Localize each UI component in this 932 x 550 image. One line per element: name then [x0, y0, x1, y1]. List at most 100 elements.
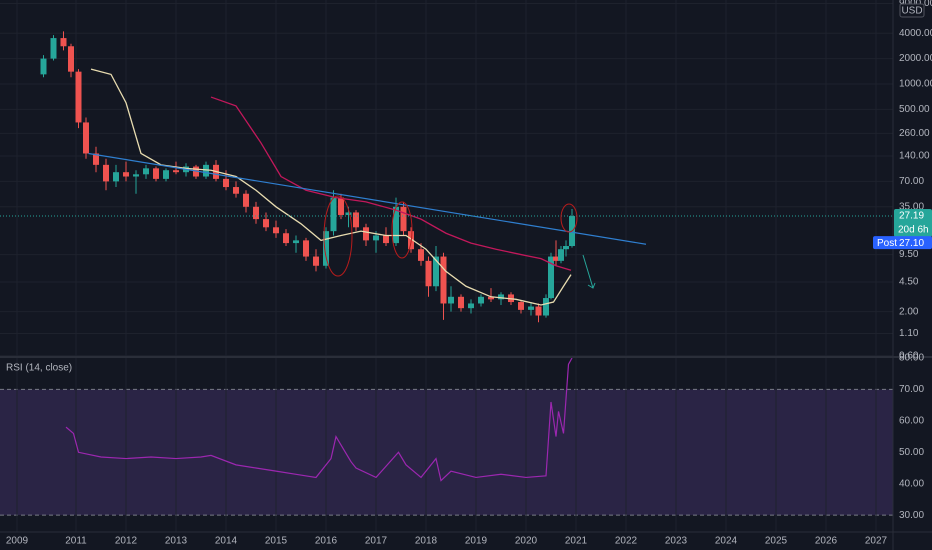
y-tick-label: 60.00: [899, 415, 924, 426]
y-tick-label: 4.50: [899, 277, 919, 288]
y-tick-label: 80.00: [899, 353, 924, 364]
last-price-label: 27.19: [899, 211, 924, 222]
x-tick-label: 2011: [65, 536, 87, 547]
rsi-band: [0, 389, 893, 516]
y-tick-label: 40.00: [899, 478, 924, 489]
y-tick-label: 2.00: [899, 306, 919, 317]
x-tick-label: 2022: [615, 536, 638, 547]
candle-body: [103, 164, 109, 182]
axis: 0.60 1.10 2.00 4.50 9.50 35.00 70.00 140.00 260.…: [6, 0, 932, 547]
x-tick-label: 2016: [315, 536, 338, 547]
candle-body: [293, 240, 299, 244]
candle-body: [488, 296, 494, 300]
post-price-box: [873, 236, 932, 250]
x-tick-label: 2020: [515, 536, 538, 547]
candle-body: [563, 246, 569, 250]
x-tick-label: 2013: [165, 536, 188, 547]
post-price-label: 27.10: [899, 238, 924, 249]
candle-body: [323, 231, 329, 266]
candle-body: [233, 187, 239, 194]
candle-body: [338, 197, 344, 215]
candle-body: [553, 256, 559, 261]
candle-body: [330, 197, 337, 232]
y-tick-label: 30.00: [899, 510, 924, 521]
candle-body: [113, 172, 119, 182]
candle-body: [468, 303, 474, 309]
rsi-title: RSI (14, close): [6, 363, 72, 374]
annotation-arrow: [582, 254, 596, 289]
y-tick-label: 35.00: [899, 201, 924, 212]
moving-average: [210, 96, 572, 271]
candle-body: [478, 296, 484, 304]
candle-body: [498, 294, 504, 300]
candle-body: [383, 235, 389, 244]
candle-body: [363, 227, 369, 241]
x-tick-label: 2019: [465, 536, 488, 547]
candle-body: [223, 178, 229, 188]
candle-body: [75, 71, 82, 123]
x-tick-label: 2014: [215, 536, 238, 547]
annotation-ellipse: [560, 203, 578, 233]
y-tick-label: 9.50: [899, 249, 919, 260]
candle-body: [203, 164, 209, 177]
y-tick-label: 4000.00: [899, 28, 932, 39]
annotation-ellipse: [323, 195, 353, 277]
candle-body: [353, 212, 359, 228]
candle-body: [93, 153, 99, 165]
candle-body: [50, 38, 57, 59]
x-tick-label: 2024: [715, 536, 738, 547]
post-label: Post: [877, 238, 897, 249]
candle-body: [40, 58, 47, 75]
x-tick-label: 2018: [415, 536, 438, 547]
x-tick-label: 2009: [6, 536, 29, 547]
candle-body: [518, 302, 524, 310]
y-tick-label: 70.00: [899, 176, 924, 187]
candle-body: [68, 46, 74, 72]
countdown-label: 20d 6h: [898, 225, 929, 236]
y-tick-label: 50.00: [899, 447, 924, 458]
candle-body: [133, 174, 139, 177]
y-tick-label: 1000.00: [899, 79, 932, 90]
candle-body: [458, 296, 464, 309]
candle-body: [303, 240, 309, 257]
candle-body: [535, 306, 542, 316]
candle-body: [345, 212, 352, 215]
x-tick-label: 2012: [115, 536, 138, 547]
candle-body: [60, 38, 67, 47]
candle-body: [543, 298, 549, 316]
candle-body: [373, 235, 379, 241]
candle-body: [528, 306, 534, 310]
candle-body: [440, 256, 447, 304]
candle-body: [83, 122, 89, 154]
y-tick-label: 500.00: [899, 104, 930, 115]
candle-body: [558, 249, 564, 261]
candle-body: [418, 249, 424, 261]
x-tick-label: 2017: [365, 536, 388, 547]
rsi-line: [65, 357, 573, 482]
x-tick-label: 2027: [865, 536, 888, 547]
candle-body: [163, 170, 169, 179]
y-tick-label: 260.00: [899, 128, 930, 139]
y-tick-label: 0.60: [899, 350, 919, 361]
candle-body: [143, 168, 149, 175]
candle-body: [253, 206, 259, 220]
candle-body: [123, 172, 129, 177]
candle-body: [153, 168, 159, 179]
x-tick-label: 2023: [665, 536, 688, 547]
y-tick-label: 1.10: [899, 328, 919, 339]
candle-body: [425, 260, 432, 287]
x-tick-label: 2015: [265, 536, 288, 547]
grid: [0, 0, 893, 532]
candle-body: [448, 296, 454, 304]
y-tick-label: 2000.00: [899, 53, 932, 64]
last-price-box: [894, 209, 932, 238]
annotation-ellipse: [391, 201, 413, 259]
candle-body: [400, 206, 407, 232]
candle-body: [273, 227, 279, 234]
candle-body: [173, 170, 179, 173]
y-tick-label: 70.00: [899, 384, 924, 395]
candle-body: [313, 256, 319, 266]
candle-body: [433, 256, 439, 287]
